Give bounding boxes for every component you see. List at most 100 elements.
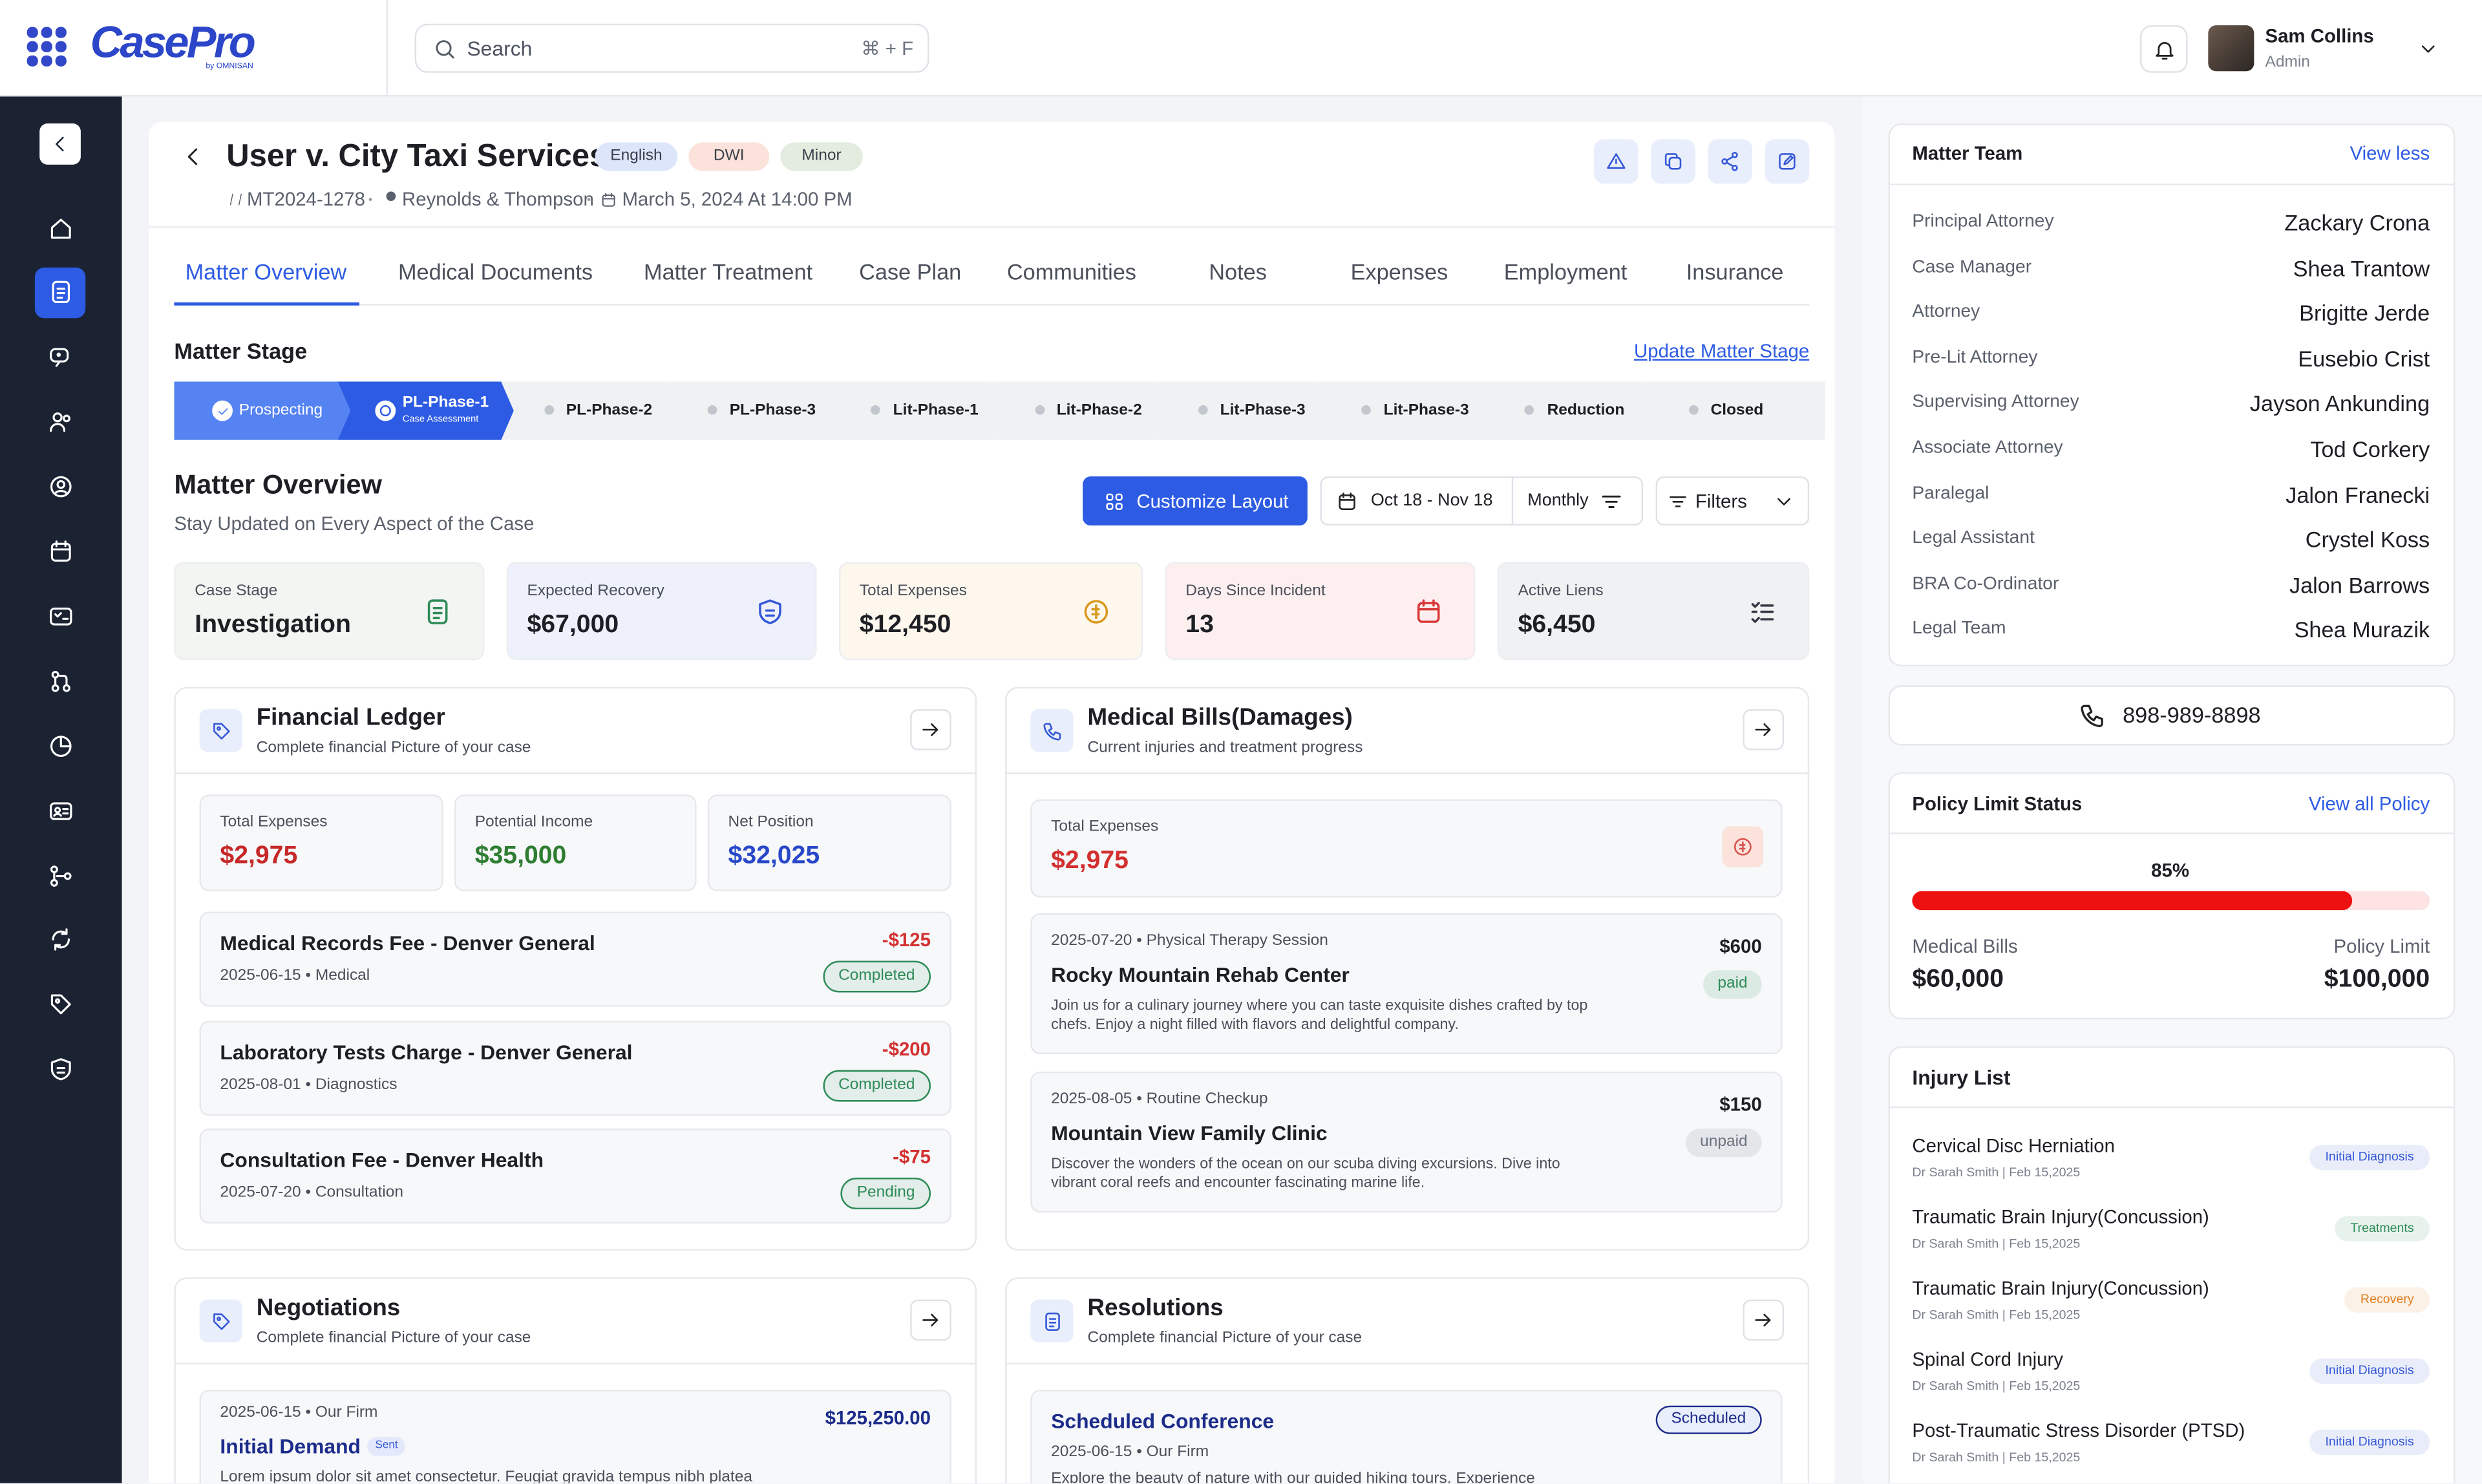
period: Monthly: [1527, 491, 1589, 511]
icon-part: [187, 148, 198, 165]
menu-dot: [41, 41, 52, 52]
tab[interactable]: Expenses: [1350, 259, 1448, 284]
tab[interactable]: Insurance: [1686, 259, 1784, 284]
stage-step[interactable]: [174, 381, 353, 440]
icon-part: [1416, 599, 1439, 610]
icon-part: [601, 192, 615, 199]
matter-tag: [688, 142, 770, 171]
ledger-item-amount: -$75: [893, 1145, 931, 1168]
icon: [187, 148, 198, 165]
section-title: Financial Ledger: [256, 704, 445, 732]
icon-part: [54, 999, 60, 1004]
medical-total: [1030, 799, 1783, 898]
icon-part: [1339, 494, 1355, 511]
section-title: Resolutions: [1087, 1295, 1224, 1322]
date-filter[interactable]: [1320, 476, 1644, 526]
ledger-item-meta: 2025-06-15 • Medical: [220, 967, 370, 985]
collapse-button[interactable]: [39, 123, 81, 165]
stage-step[interactable]: [1319, 381, 1498, 440]
icon: [2081, 705, 2103, 728]
icon-part: [2421, 45, 2435, 53]
icon-part: [56, 353, 60, 357]
customize-button[interactable]: [1083, 476, 1308, 526]
tab[interactable]: Case Plan: [859, 259, 962, 284]
step-sub: Case Assessment: [402, 415, 479, 425]
nav-icon: [50, 540, 70, 562]
injury-status: Recovery: [2344, 1287, 2430, 1312]
medical-item-amount: $600: [1719, 935, 1762, 958]
menu-dot: [41, 55, 52, 66]
step-name: Closed: [1710, 402, 1764, 419]
update-stage-link[interactable]: Update Matter Stage: [1633, 340, 1810, 363]
icon-part: [1048, 1317, 1055, 1327]
icon-part: [1783, 154, 1794, 165]
policy-link[interactable]: View all Policy: [2308, 792, 2430, 815]
team-role: Pre-Lit Attorney: [1912, 348, 2038, 367]
icon-part: [1607, 153, 1626, 169]
step-dot: [1688, 405, 1698, 415]
injury-title: Injury List: [1912, 1065, 2011, 1090]
tab[interactable]: Matter Overview: [185, 259, 347, 284]
team-role: Legal Team: [1912, 619, 2006, 639]
medical-item-meta: 2025-08-05 • Routine Checkup: [1051, 1090, 1268, 1108]
dot: [368, 198, 372, 202]
stage-step[interactable]: [501, 381, 680, 440]
section-open[interactable]: [1743, 709, 1784, 750]
section-title: Medical Bills(Damages): [1087, 704, 1353, 732]
search-box[interactable]: [414, 23, 929, 73]
icon-part: [1725, 156, 1734, 167]
nav-active[interactable]: [34, 267, 86, 318]
tab[interactable]: Medical Documents: [398, 259, 593, 284]
stage-step[interactable]: [1646, 381, 1825, 440]
divider: [1005, 1362, 1810, 1365]
menu-dot: [27, 26, 37, 37]
ledger-item: [199, 911, 951, 1007]
team-name: Zackary Crona: [2284, 209, 2430, 235]
action-button[interactable]: [1708, 139, 1753, 184]
phone-card[interactable]: [1888, 685, 2455, 746]
stage-step[interactable]: [337, 381, 516, 440]
tab[interactable]: Matter Treatment: [644, 259, 813, 284]
section-open[interactable]: [910, 1299, 951, 1341]
ledger-item-status: Completed: [822, 960, 931, 993]
icon-part: [61, 415, 70, 423]
policy-left-value: $60,000: [1912, 966, 2004, 993]
injury-status: Initial Diagnosis: [2309, 1358, 2430, 1383]
team-toggle[interactable]: View less: [2349, 142, 2430, 165]
medical-item: [1030, 913, 1783, 1055]
team-name: Crystel Koss: [2305, 526, 2430, 553]
team-name: Brigitte Jerde: [2299, 300, 2430, 326]
icon-part: [48, 423, 65, 432]
stage-step[interactable]: [992, 381, 1171, 440]
section-open[interactable]: [1743, 1299, 1784, 1341]
notification-button[interactable]: [2140, 25, 2188, 73]
icon-part: [758, 599, 781, 624]
tab[interactable]: Notes: [1209, 259, 1267, 284]
stage-step[interactable]: [1155, 381, 1334, 440]
negotiation-meta: 2025-06-15 • Our Firm: [220, 1404, 378, 1422]
ledger-item: [199, 1129, 951, 1224]
stage-step[interactable]: [1482, 381, 1661, 440]
medical-item-title: Rocky Mountain Rehab Center: [1051, 962, 1350, 987]
icon-part: [432, 606, 442, 619]
team-role: Case Manager: [1912, 257, 2032, 277]
icon-part: [53, 611, 69, 620]
tab[interactable]: Employment: [1503, 259, 1628, 284]
icon-part: [1750, 600, 1773, 622]
section-open[interactable]: [910, 709, 951, 750]
action-button[interactable]: [1651, 139, 1695, 184]
step-name: Lit-Phase-2: [1056, 402, 1142, 419]
icon-part: [56, 136, 64, 152]
stage-step[interactable]: [664, 381, 843, 440]
action-button[interactable]: [1765, 139, 1810, 184]
stage-step[interactable]: [828, 381, 1007, 440]
ledger-item-status: Pending: [841, 1178, 931, 1210]
divider: [1888, 184, 2455, 186]
filters-button[interactable]: [1655, 476, 1810, 526]
icon-part: [48, 801, 72, 820]
ledger-item-status: Completed: [822, 1069, 931, 1101]
kpi-label: Active Liens: [1518, 582, 1604, 600]
ledger-item: [199, 1020, 951, 1116]
tab[interactable]: Communities: [1006, 259, 1136, 284]
